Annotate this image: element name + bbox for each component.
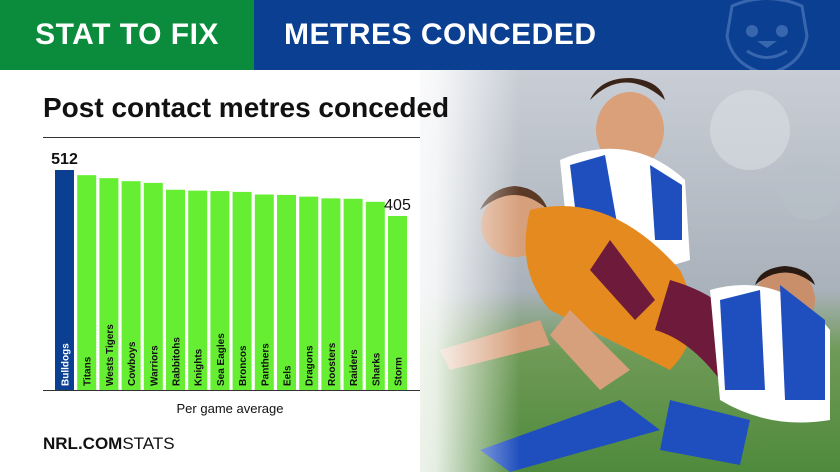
bar-rabbitohs: [166, 189, 185, 390]
category-label-dragons: Dragons: [305, 345, 316, 386]
category-label-roosters: Roosters: [327, 342, 338, 386]
category-label-sharks: Sharks: [371, 352, 382, 386]
x-axis-title: Per game average: [176, 401, 284, 416]
bar-bulldogs: [55, 170, 74, 390]
value-label-bulldogs: 512: [51, 151, 78, 168]
bar-eels: [277, 194, 296, 390]
bar-dragons: [299, 196, 319, 390]
header-left-label: STAT TO FIX: [35, 18, 219, 51]
bar-roosters: [321, 198, 341, 390]
bar-wests-tigers: [99, 178, 119, 390]
header-right-label: METRES CONCEDED: [284, 18, 597, 51]
bar-cowboys: [121, 181, 141, 390]
brand-prefix: NRL.COM: [43, 434, 123, 453]
bar-sea-eagles: [210, 191, 230, 390]
bar-panthers: [254, 194, 274, 390]
title-divider: [43, 137, 420, 138]
header-right-panel: METRES CONCEDED: [254, 0, 840, 70]
category-label-broncos: Broncos: [238, 345, 249, 386]
category-label-bulldogs: Bulldogs: [61, 343, 72, 386]
bar-chart: Bulldogs 512 Titans Wests Tigers Cowboys Warr…: [43, 151, 420, 391]
chart-title: Post contact metres conceded: [43, 92, 450, 123]
category-label-knights: Knights: [194, 348, 205, 386]
category-label-eels: Eels: [283, 365, 294, 386]
bar-warriors: [143, 182, 163, 390]
bar-storm: [388, 215, 407, 390]
rugby-league-tackle-photo: [420, 70, 840, 472]
brand-suffix: STATS: [122, 434, 175, 453]
brand-wordmark: NRL.COMSTATS: [43, 434, 175, 454]
category-label-panthers: Panthers: [260, 343, 271, 386]
header-left-panel: STAT TO FIX: [0, 0, 254, 70]
category-label-storm: Storm: [394, 357, 405, 386]
category-label-cowboys: Cowboys: [127, 341, 138, 386]
category-label-warriors: Warriors: [149, 345, 160, 386]
category-label-rabbitohs: Rabbitohs: [172, 337, 183, 386]
bar-broncos: [232, 191, 252, 390]
bar-knights: [188, 190, 208, 390]
category-label-raiders: Raiders: [349, 349, 360, 386]
category-label-titans: Titans: [83, 356, 94, 386]
bar-raiders: [343, 198, 363, 390]
header-banner: STAT TO FIX METRES CONCEDED: [0, 0, 840, 70]
bar-sharks: [365, 201, 385, 390]
value-label-storm: 405: [384, 197, 411, 214]
bulldog-logo-icon: [725, 0, 809, 70]
category-label-wests-tigers: Wests Tigers: [105, 324, 116, 386]
category-label-sea-eagles: Sea Eagles: [216, 333, 227, 386]
bar-titans: [77, 175, 97, 390]
